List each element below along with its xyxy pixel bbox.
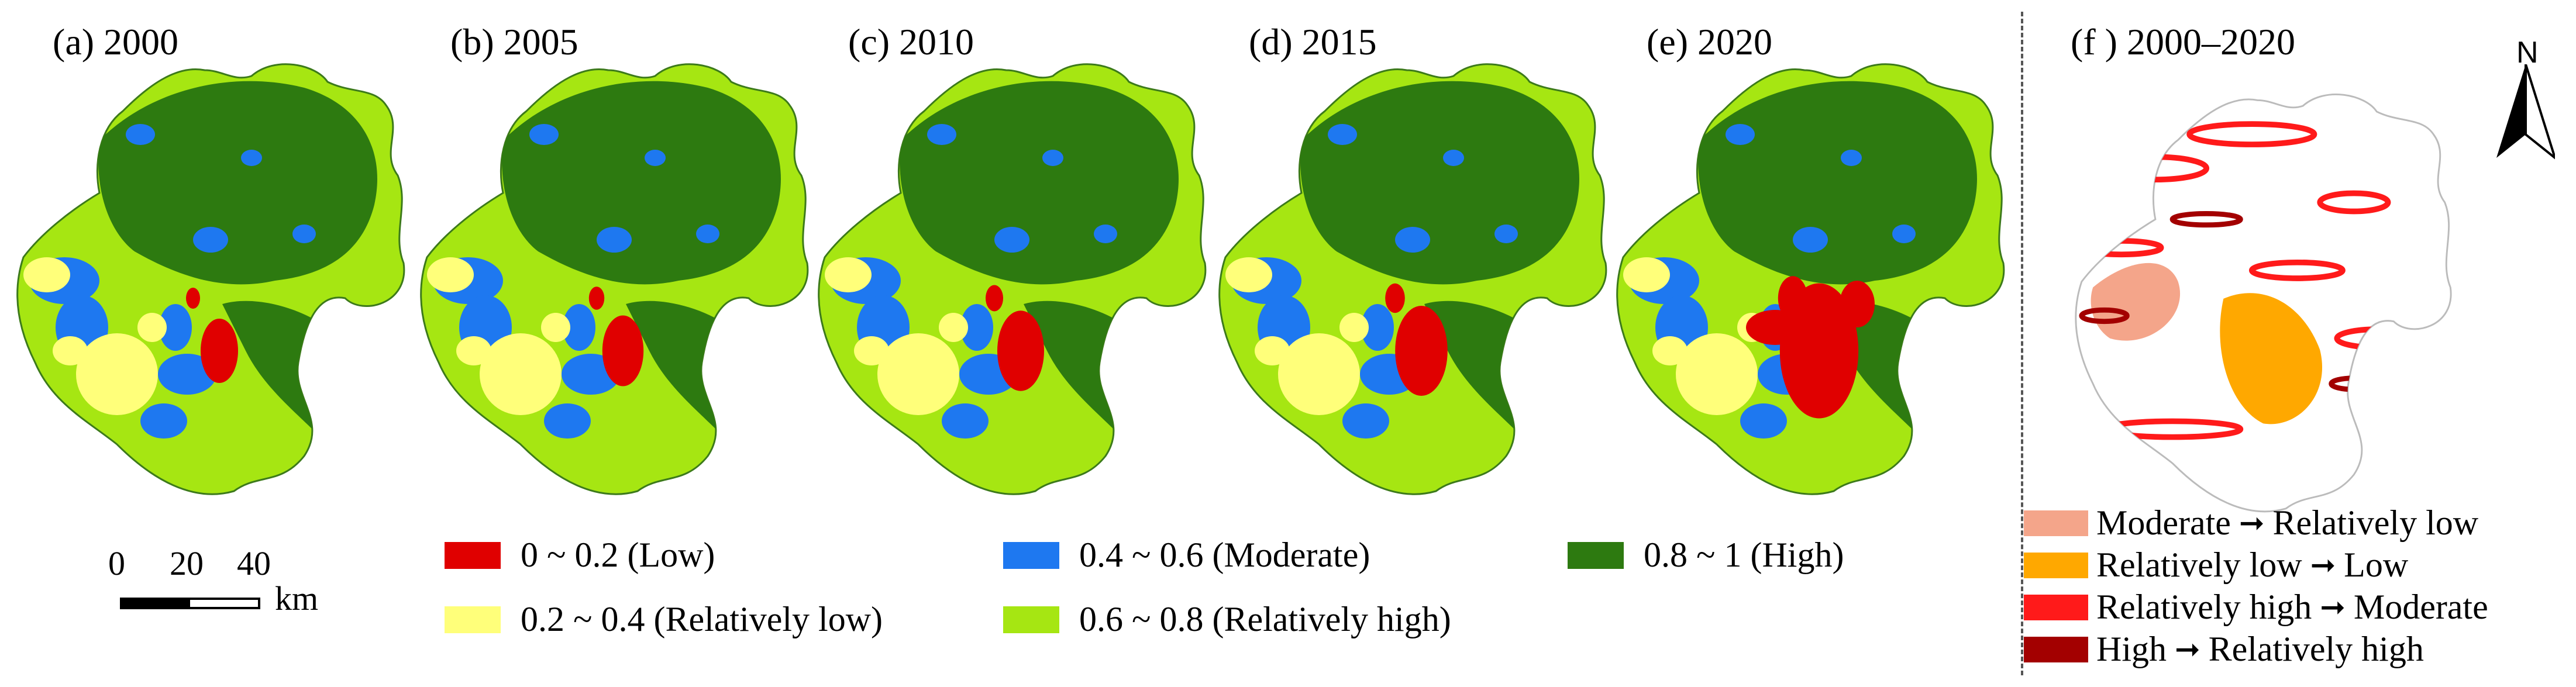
transition-to: Relatively high <box>2208 630 2424 668</box>
map-2005 <box>420 63 809 495</box>
legend-label-high: 0.8 ~ 1 (High) <box>1644 536 1844 574</box>
transition-item-relatively-high: Relatively high ➞ Moderate <box>2024 587 2488 627</box>
transition-from: High <box>2096 630 2167 668</box>
legend-label-low: 0 ~ 0.2 (Low) <box>521 536 715 574</box>
scale-tick-20: 20 <box>170 544 204 582</box>
panel-title-2015: (d) 2015 <box>1249 21 1377 63</box>
legend-swatch-relatively-low <box>445 606 501 633</box>
transition-item-high: High ➞ Relatively high <box>2024 629 2424 669</box>
north-letter: N <box>2516 36 2539 70</box>
change-panel-title: (f ) 2000–2020 <box>2071 21 2295 63</box>
transition-swatch <box>2024 636 2088 662</box>
transition-to: Relatively low <box>2272 503 2479 542</box>
scale-tick-0: 0 <box>108 544 125 582</box>
map-2020 <box>1616 63 2005 495</box>
legend-item-high: 0.8 ~ 1 (High) <box>1568 535 1844 575</box>
panel-title-2010: (c) 2010 <box>848 21 974 63</box>
legend-label-relatively-high: 0.6 ~ 0.8 (Relatively high) <box>1079 600 1451 638</box>
transition-to: Moderate <box>2353 588 2488 626</box>
legend-label-moderate: 0.4 ~ 0.6 (Moderate) <box>1079 536 1370 574</box>
panel-divider <box>2021 12 2023 675</box>
arrow-right-icon: ➞ <box>2320 591 2346 624</box>
scale-bar-icon <box>120 598 260 609</box>
change-map <box>2075 94 2452 513</box>
scale-tick-40: 40 <box>237 544 271 582</box>
legend-swatch-relatively-high <box>1003 606 1059 633</box>
transition-to: Low <box>2344 546 2409 584</box>
legend-label-relatively-low: 0.2 ~ 0.4 (Relatively low) <box>521 600 883 638</box>
transition-from: Moderate <box>2096 503 2231 542</box>
arrow-right-icon: ➞ <box>2238 506 2265 540</box>
legend-swatch-low <box>445 541 501 569</box>
legend-item-relatively-low: 0.2 ~ 0.4 (Relatively low) <box>445 599 883 640</box>
transition-swatch <box>2024 552 2088 578</box>
legend-item-relatively-high: 0.6 ~ 0.8 (Relatively high) <box>1003 599 1451 640</box>
arrow-right-icon: ➞ <box>2175 633 2200 667</box>
transition-from: Relatively high <box>2096 588 2312 626</box>
panel-title-2020: (e) 2020 <box>1647 21 1773 63</box>
legend-item-low: 0 ~ 0.2 (Low) <box>445 535 715 575</box>
transition-item-relatively-low: Relatively low ➞ Low <box>2024 545 2408 585</box>
legend-swatch-high <box>1568 541 1624 569</box>
scale-unit: km <box>275 579 319 617</box>
legend-swatch-moderate <box>1003 541 1059 569</box>
map-2015 <box>1218 63 1607 495</box>
map-2010 <box>818 63 1207 495</box>
panel-title-2005: (b) 2005 <box>450 21 578 63</box>
transition-swatch <box>2024 510 2088 536</box>
arrow-right-icon: ➞ <box>2310 548 2336 582</box>
map-2000 <box>16 63 405 495</box>
transition-from: Relatively low <box>2096 546 2302 584</box>
transition-item-moderate: Moderate ➞ Relatively low <box>2024 503 2478 543</box>
panel-title-2000: (a) 2000 <box>53 21 179 63</box>
transition-swatch <box>2024 594 2088 620</box>
north-arrow-icon <box>2496 64 2555 160</box>
legend-item-moderate: 0.4 ~ 0.6 (Moderate) <box>1003 535 1370 575</box>
